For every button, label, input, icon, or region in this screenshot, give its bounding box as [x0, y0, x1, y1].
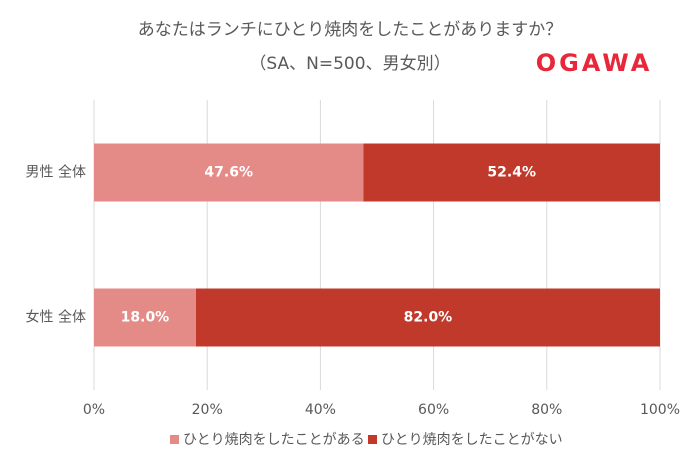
legend-label: ひとり焼肉をしたことがある: [183, 432, 365, 448]
x-tick-label: 60%: [418, 402, 449, 418]
bar-segment: [195, 288, 660, 347]
data-label: 47.6%: [204, 165, 253, 181]
chart-title: あなたはランチにひとり焼肉をしたことがありますか？: [138, 20, 563, 40]
bar-segment: [94, 288, 196, 347]
chart-subtitle: （SA、N=500、男女別）: [249, 54, 450, 74]
bar-segment: [363, 143, 660, 202]
legend-swatch: [368, 435, 377, 444]
x-tick-label: 0%: [83, 402, 105, 418]
x-tick-label: 100%: [640, 402, 680, 418]
logo: OGAWA: [536, 49, 653, 77]
y-tick-label: 女性 全体: [26, 309, 86, 326]
y-tick-label: 男性 全体: [26, 164, 86, 181]
x-tick-label: 40%: [305, 402, 336, 418]
x-tick-label: 80%: [531, 402, 562, 418]
bar-segment: [94, 143, 364, 202]
x-tick-label: 20%: [192, 402, 223, 418]
legend-swatch: [170, 435, 179, 444]
data-label: 18.0%: [121, 310, 170, 326]
data-label: 52.4%: [487, 165, 536, 181]
legend-label: ひとり焼肉をしたことがない: [381, 432, 563, 448]
data-label: 82.0%: [404, 310, 453, 326]
